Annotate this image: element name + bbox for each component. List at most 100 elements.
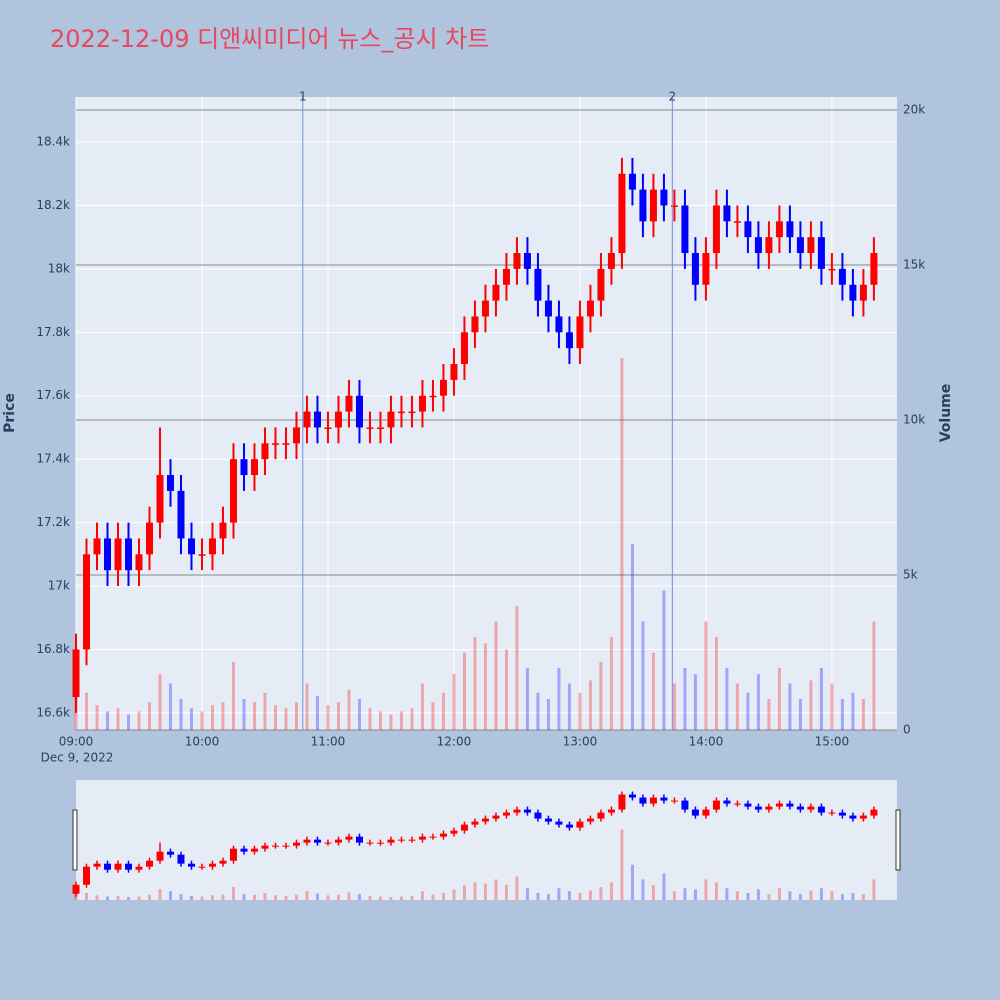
volume-bar [651,652,655,730]
candle-body [229,459,237,523]
mini-candle-body [555,821,563,825]
mini-volume-bar [326,895,330,900]
mini-candle-body [733,803,741,805]
candle-body [870,253,878,285]
volume-bar [137,711,141,730]
mini-candle-body [103,863,111,870]
mini-candle-body [859,815,867,819]
volume-bar [872,621,876,730]
mini-candle-body [849,815,857,819]
volume-bar [189,708,193,730]
candle-body [796,237,804,254]
volume-bar [95,705,99,730]
mini-candle-body [838,812,846,816]
mini-candle-body [534,812,542,819]
mini-volume-bar [767,894,771,900]
mini-volume-bar [158,889,162,900]
volume-bar [168,683,172,730]
candle-body [681,205,689,254]
volume-bar [798,699,802,730]
volume-bar [830,683,834,730]
y2-tick-label: 0 [903,723,911,737]
mini-volume-bar [546,894,550,900]
candle-body [565,332,573,349]
mini-volume-bar [200,896,204,900]
mini-volume-bar [462,885,466,900]
mini-candle-body [681,800,689,810]
volume-bar [252,702,256,730]
mini-volume-bar [735,891,739,900]
mini-volume-bar [809,890,813,900]
volume-bar [788,683,792,730]
candle-body [198,554,206,556]
y2-axis-title: Volume [938,384,954,443]
candle-body [660,189,668,206]
mini-volume-bar [179,894,183,900]
candle-body [450,364,458,380]
candle-body [156,475,164,523]
candle-body [187,538,195,555]
mini-candle-body [156,851,164,861]
mini-volume-bar [294,894,298,900]
range-slider[interactable] [76,780,897,900]
candle-body [114,538,122,571]
mini-candle-body [261,845,269,849]
range-handle[interactable] [72,809,78,871]
mini-candle-body [229,848,237,861]
volume-bar [777,668,781,730]
mini-candle-body [607,809,615,813]
mini-volume-bar [273,895,277,900]
mini-volume-bar [263,892,267,900]
mini-volume-bar [116,895,120,900]
mini-candle-body [114,863,122,870]
mini-candle-body [219,860,227,864]
mini-volume-bar [693,889,697,900]
candle-body [492,284,500,301]
mini-candle-body [460,824,468,831]
mini-candle-body [72,884,80,894]
y-axis-title: Price [2,393,18,433]
mini-volume-bar [389,897,393,900]
volume-bar [378,711,382,730]
mini-candle-body [240,848,248,852]
mini-candle-body [408,839,416,841]
candle-body [744,221,752,238]
candle-body [576,316,584,349]
mini-candle-body [135,866,143,870]
volume-bar [242,699,246,730]
mini-candle-body [723,800,731,804]
mini-candle-body [870,809,878,816]
mini-candle-body [366,842,374,844]
plot-area [76,97,897,730]
mini-volume-bar [515,876,519,900]
candle-body [513,253,521,269]
candle-body [82,554,90,650]
mini-candle-body [271,845,279,847]
mini-volume-bar [399,896,403,900]
mini-candle-body [660,797,668,801]
mini-candle-body [807,806,815,810]
mini-volume-bar [672,891,676,900]
volume-bar [147,702,151,730]
chart-title: 2022-12-09 디앤씨미디어 뉴스_공시 차트 [50,25,489,53]
volume-bar [483,643,487,730]
volume-bar [504,649,508,730]
mini-volume-bar [105,896,109,900]
mini-candle-body [712,800,720,810]
volume-bar [546,699,550,730]
range-handle[interactable] [895,809,901,871]
volume-bar [714,637,718,730]
volume-bar [420,683,424,730]
mini-volume-bar [651,885,655,900]
candle-body [219,522,227,539]
y-tick-label: 18.2k [36,198,70,212]
candle-body [481,300,489,317]
volume-bar [179,699,183,730]
mini-candle-body [586,818,594,822]
y-tick-label: 16.6k [36,705,70,719]
mini-volume-bar [861,894,865,900]
x-date-label: Dec 9, 2022 [41,751,114,765]
volume-bar [620,358,624,730]
volume-bar [462,652,466,730]
mini-candle-body [187,863,195,867]
